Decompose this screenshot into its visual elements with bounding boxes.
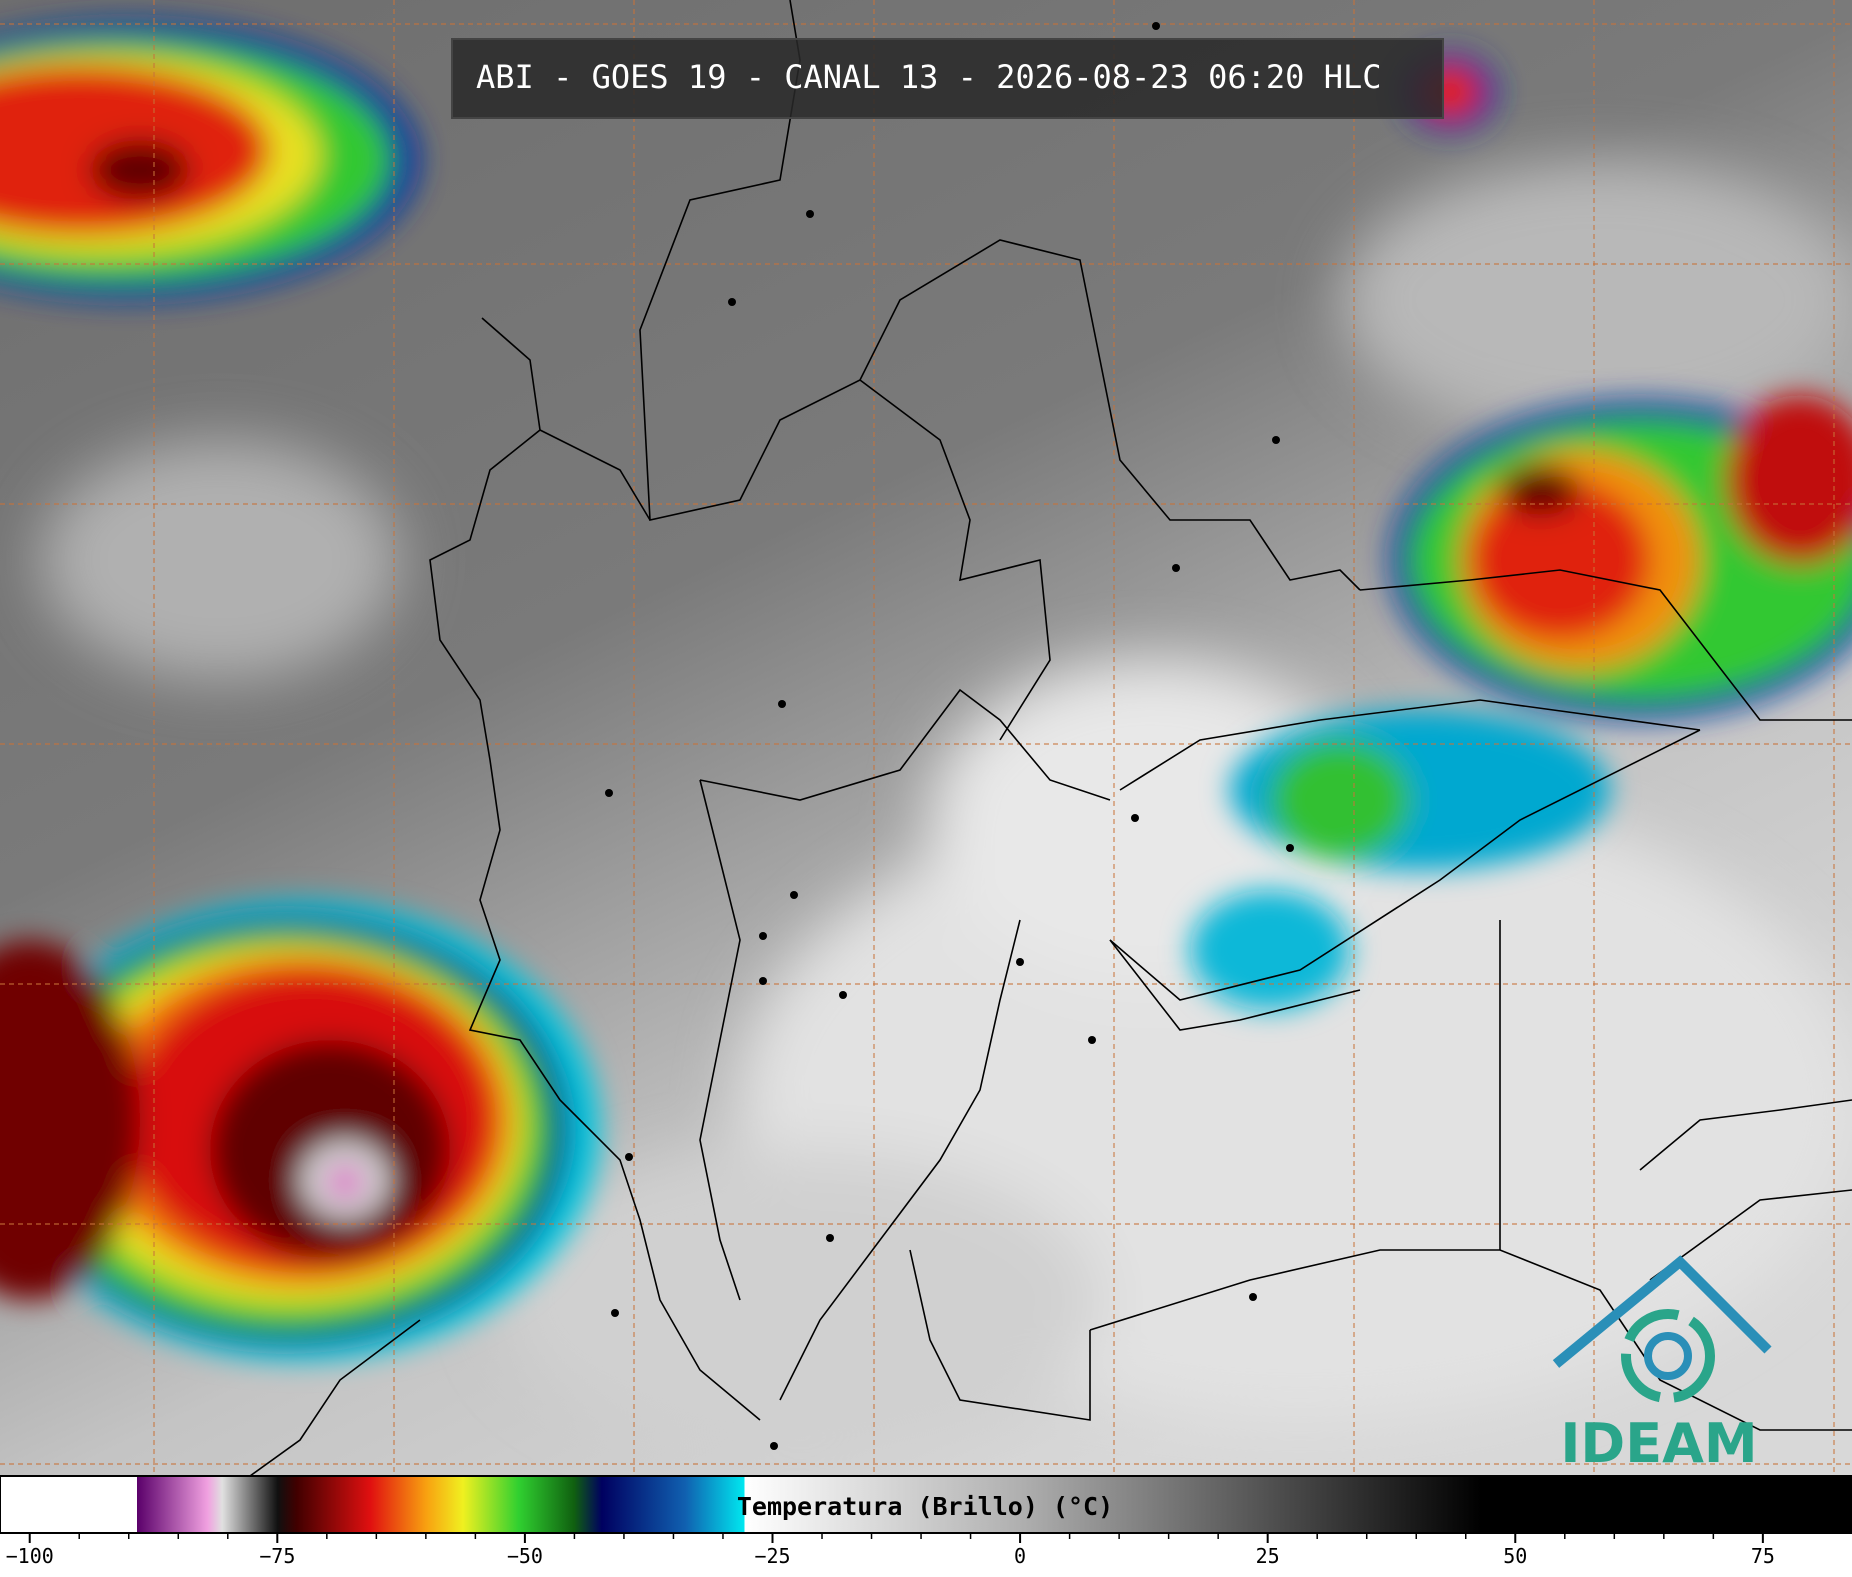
colorbar: Temperatura (Brillo) (°C) −100 −75 −50 −25 0…: [0, 1475, 1852, 1577]
colorbar-tick-label: −25: [754, 1544, 790, 1568]
colorbar-scale: [0, 1475, 1852, 1534]
colorbar-tick-label: 50: [1503, 1544, 1527, 1568]
clouds: [40, 160, 1852, 1450]
logo: IDEAM: [1552, 1255, 1772, 1475]
cities: [605, 22, 1294, 1450]
colorbar-tick-label: −75: [259, 1544, 295, 1568]
borders: [249, 0, 1852, 1476]
colorbar-tick-label: −50: [507, 1544, 543, 1568]
coordinate-grid: [0, 0, 1852, 1476]
title: ABI - GOES 19 - CANAL 13 - 2026-08-23 06…: [476, 58, 1381, 96]
map: IDEAM ABI - GOES 19 - CANAL 13 - 2026-08…: [0, 0, 1852, 1476]
storm-systems: [0, 20, 1852, 1360]
colorbar-tick-label: −100: [6, 1544, 54, 1568]
logo-text: IDEAM: [1560, 1412, 1757, 1475]
colorbar-tick-label: 0: [1014, 1544, 1026, 1568]
colorbar-tick-label: 75: [1751, 1544, 1775, 1568]
colorbar-label: Temperatura (Brillo) (°C): [737, 1492, 1113, 1521]
title-box: ABI - GOES 19 - CANAL 13 - 2026-08-23 06…: [451, 38, 1444, 119]
colorbar-tick-label: 25: [1256, 1544, 1280, 1568]
